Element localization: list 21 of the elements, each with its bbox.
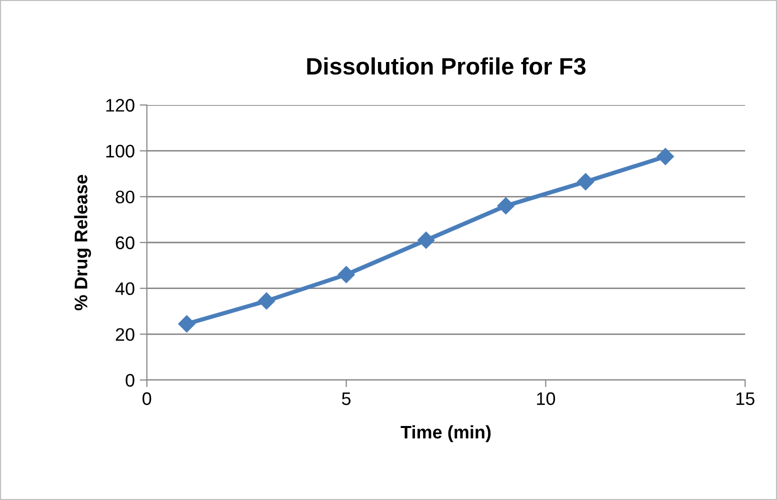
point (258, 292, 276, 310)
point (656, 148, 674, 166)
x-tick-label: 5 (342, 392, 351, 406)
point (338, 266, 355, 284)
x-tick-label: 15 (736, 392, 754, 406)
point (178, 315, 196, 332)
point (577, 173, 594, 190)
y-tick-label: 100 (106, 144, 134, 158)
x-axis-title: Time (min) (400, 425, 491, 442)
y-tick-label: 120 (106, 98, 134, 112)
chart-title: Dissolution Profile for F3 (307, 57, 586, 75)
y-tick-label: 0 (126, 374, 134, 387)
y-tick-label: 60 (116, 236, 134, 250)
y-axis-title: % Drug Release (74, 174, 92, 310)
point (497, 197, 514, 214)
y-tick-label: 80 (116, 190, 134, 204)
y-tick-label: 20 (116, 328, 134, 341)
x-tick-label: 0 (142, 392, 152, 406)
x-tick-label: 10 (537, 392, 556, 406)
y-tick-label: 40 (115, 282, 134, 296)
point (418, 232, 435, 249)
